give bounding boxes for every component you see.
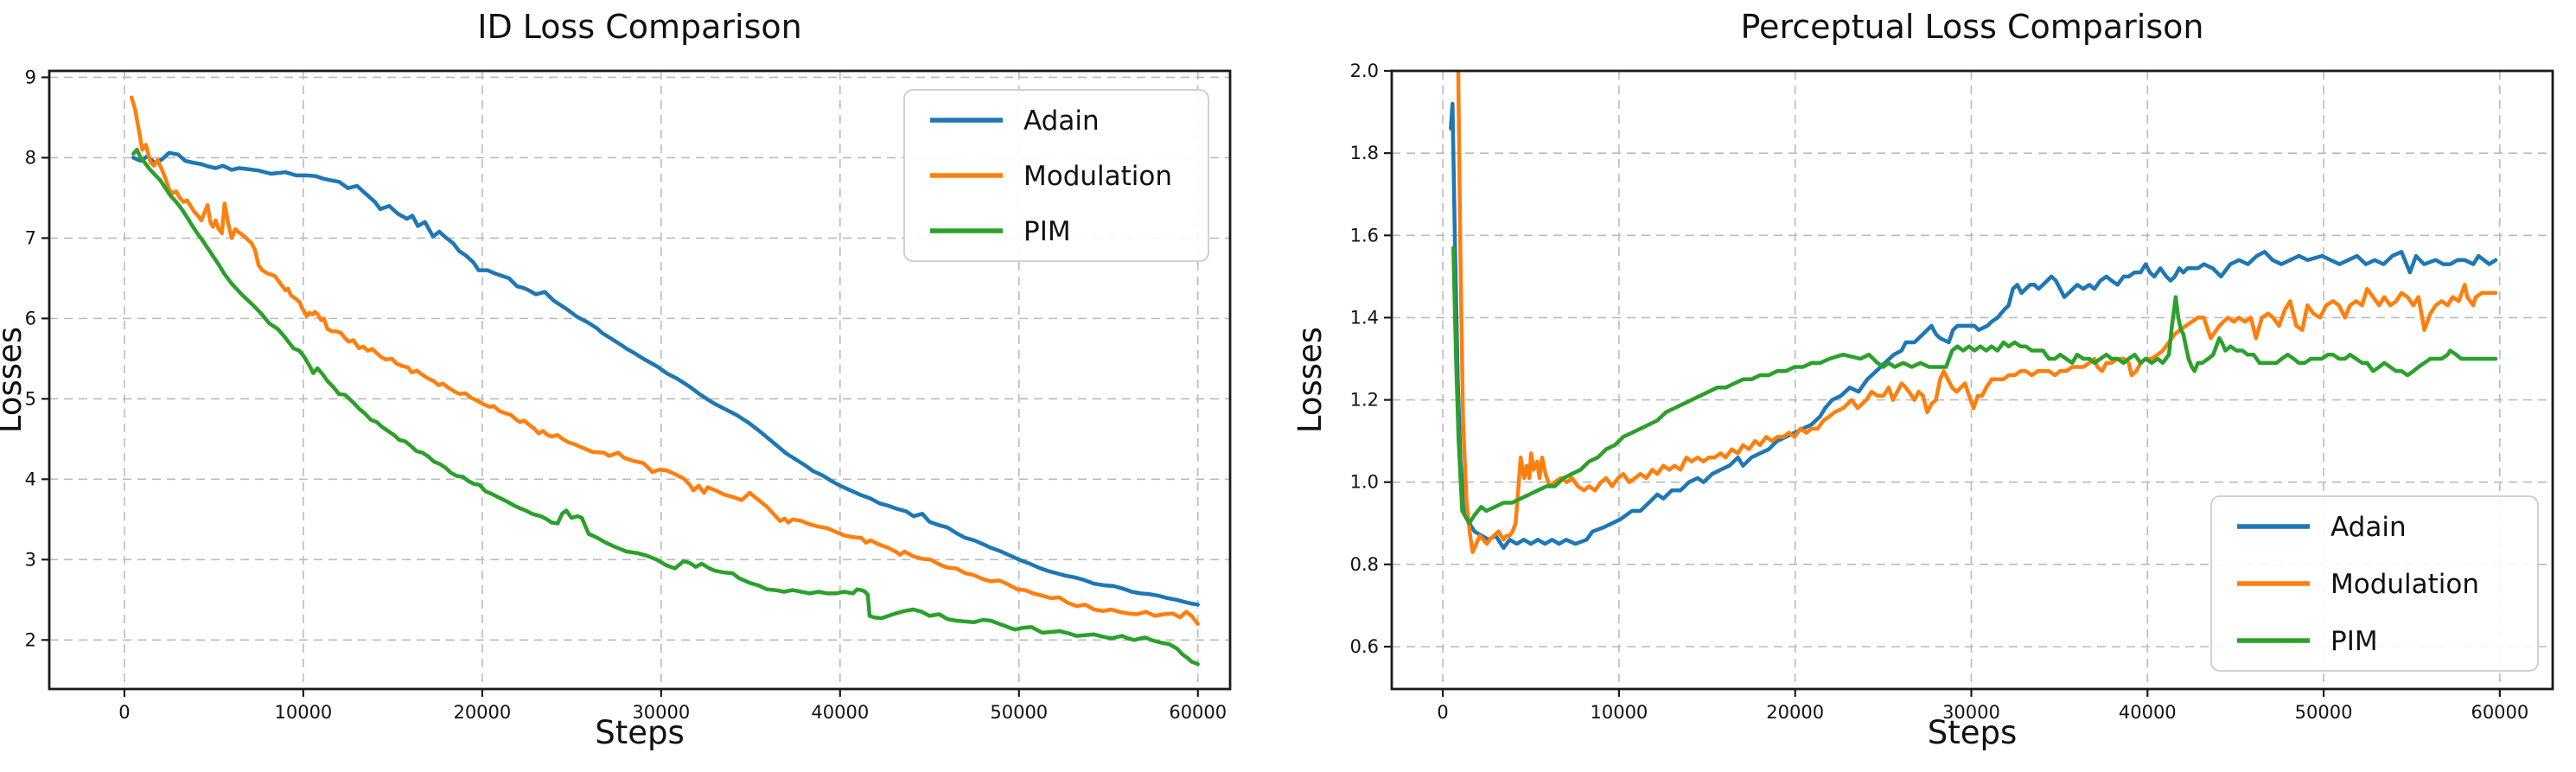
- x-tick-label: 40000: [811, 702, 869, 723]
- series-line-modulation: [129, 95, 1200, 626]
- y-tick-label: 2.0: [1350, 61, 1379, 81]
- legend-label-modulation: Modulation: [1023, 161, 1172, 192]
- tick-marks: [41, 76, 1199, 697]
- series-line-adain: [1449, 101, 2498, 551]
- x-tick-label: 40000: [2119, 702, 2177, 723]
- y-axis-label: Losses: [1291, 327, 1329, 433]
- tick-marks: [1384, 69, 2501, 697]
- series-group: [129, 95, 1200, 667]
- y-tick-label: 5: [25, 388, 36, 409]
- legend-label-pim: PIM: [2331, 626, 2378, 657]
- y-axis-label: Losses: [0, 327, 29, 433]
- chart-title: ID Loss Comparison: [477, 8, 802, 46]
- x-tick-label: 10000: [1590, 702, 1648, 723]
- y-tick-label: 7: [25, 227, 36, 248]
- x-axis-label: Steps: [595, 714, 685, 751]
- legend-label-adain: Adain: [1023, 105, 1100, 137]
- y-tick-label: 1.8: [1350, 143, 1379, 163]
- series-group: [1449, 71, 2498, 554]
- legend-label-modulation: Modulation: [2331, 569, 2479, 600]
- x-tick-label: 30000: [1942, 702, 2000, 723]
- x-tick-label: 10000: [274, 702, 332, 723]
- x-tick-label: 0: [1437, 702, 1448, 723]
- x-tick-label: 60000: [2471, 702, 2528, 723]
- series-line-modulation: [1456, 71, 2498, 554]
- chart-id-loss-comparison: 0 10000 20000 30000 40000 50000 60000 2 3 4 5 6 7 8 9 I…: [0, 8, 1232, 751]
- x-tick-label: 50000: [2295, 702, 2353, 723]
- x-tick-label: 60000: [1169, 702, 1227, 723]
- x-tick-label: 50000: [990, 702, 1048, 723]
- series-line-pim: [1451, 246, 2498, 526]
- x-tick-label: 0: [118, 702, 130, 723]
- y-tick-label: 4: [25, 469, 36, 489]
- series-line-pim: [131, 147, 1200, 667]
- legend: Adain Modulation PIM: [903, 89, 1209, 262]
- y-tick-label: 2: [25, 629, 36, 650]
- x-axis-label: Steps: [1928, 714, 2018, 751]
- y-tick-label: 1.4: [1350, 307, 1379, 328]
- chart-title: Perceptual Loss Comparison: [1741, 8, 2204, 46]
- chart-perceptual-loss-comparison: 0 10000 20000 30000 40000 50000 60000 0.6 0.8 1.0…: [1291, 8, 2554, 751]
- y-tick-label: 1.2: [1350, 390, 1379, 411]
- y-tick-label: 1.6: [1350, 225, 1379, 246]
- y-tick-label: 1.0: [1350, 472, 1379, 493]
- x-tick-label: 20000: [1766, 702, 1824, 723]
- y-tick-label: 6: [25, 308, 36, 329]
- y-tick-label: 0.6: [1350, 636, 1379, 657]
- legend-box: [903, 89, 1209, 262]
- plot-frame: [48, 69, 1232, 691]
- legend-box: [2210, 495, 2539, 672]
- legend-label-adain: Adain: [2331, 512, 2407, 543]
- y-tick-label: 9: [25, 67, 36, 87]
- x-tick-label: 20000: [453, 702, 511, 723]
- y-tick-label: 3: [25, 549, 36, 570]
- series-line-adain: [131, 150, 1200, 607]
- y-tick-label: 0.8: [1350, 554, 1379, 575]
- x-tick-label: 30000: [632, 702, 690, 723]
- legend-label-pim: PIM: [1023, 216, 1071, 247]
- y-tick-label: 8: [25, 147, 36, 168]
- legend: Adain Modulation PIM: [2210, 495, 2539, 672]
